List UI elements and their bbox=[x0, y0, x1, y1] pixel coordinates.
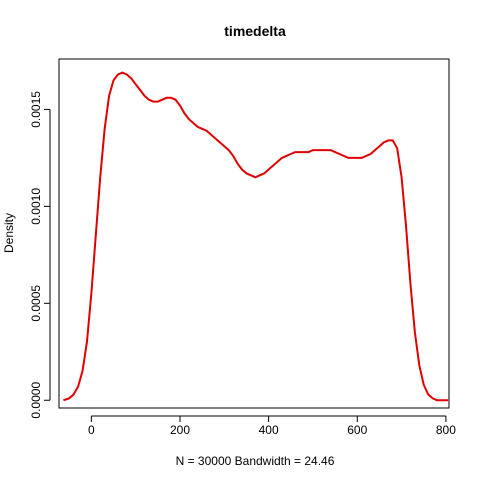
y-tick-label: 0.0005 bbox=[29, 285, 43, 322]
plot-frame bbox=[58, 58, 450, 409]
y-axis-label: Density bbox=[2, 213, 16, 253]
x-tick-label: 0 bbox=[88, 423, 95, 437]
y-axis: 0.0000 0.0005 0.0010 0.0015 bbox=[29, 91, 51, 419]
chart-title: timedelta bbox=[224, 23, 286, 39]
x-tick-label: 800 bbox=[436, 423, 456, 437]
x-axis: 0 200 400 600 800 bbox=[88, 415, 456, 437]
y-tick-label: 0.0000 bbox=[29, 382, 43, 419]
density-curve bbox=[63, 71, 449, 402]
x-tick-label: 600 bbox=[347, 423, 367, 437]
x-tick-label: 200 bbox=[170, 423, 190, 437]
y-tick-label: 0.0010 bbox=[29, 188, 43, 225]
x-axis-label: N = 30000 Bandwidth = 24.46 bbox=[176, 454, 335, 468]
x-tick-label: 400 bbox=[259, 423, 279, 437]
y-tick-label: 0.0015 bbox=[29, 91, 43, 128]
